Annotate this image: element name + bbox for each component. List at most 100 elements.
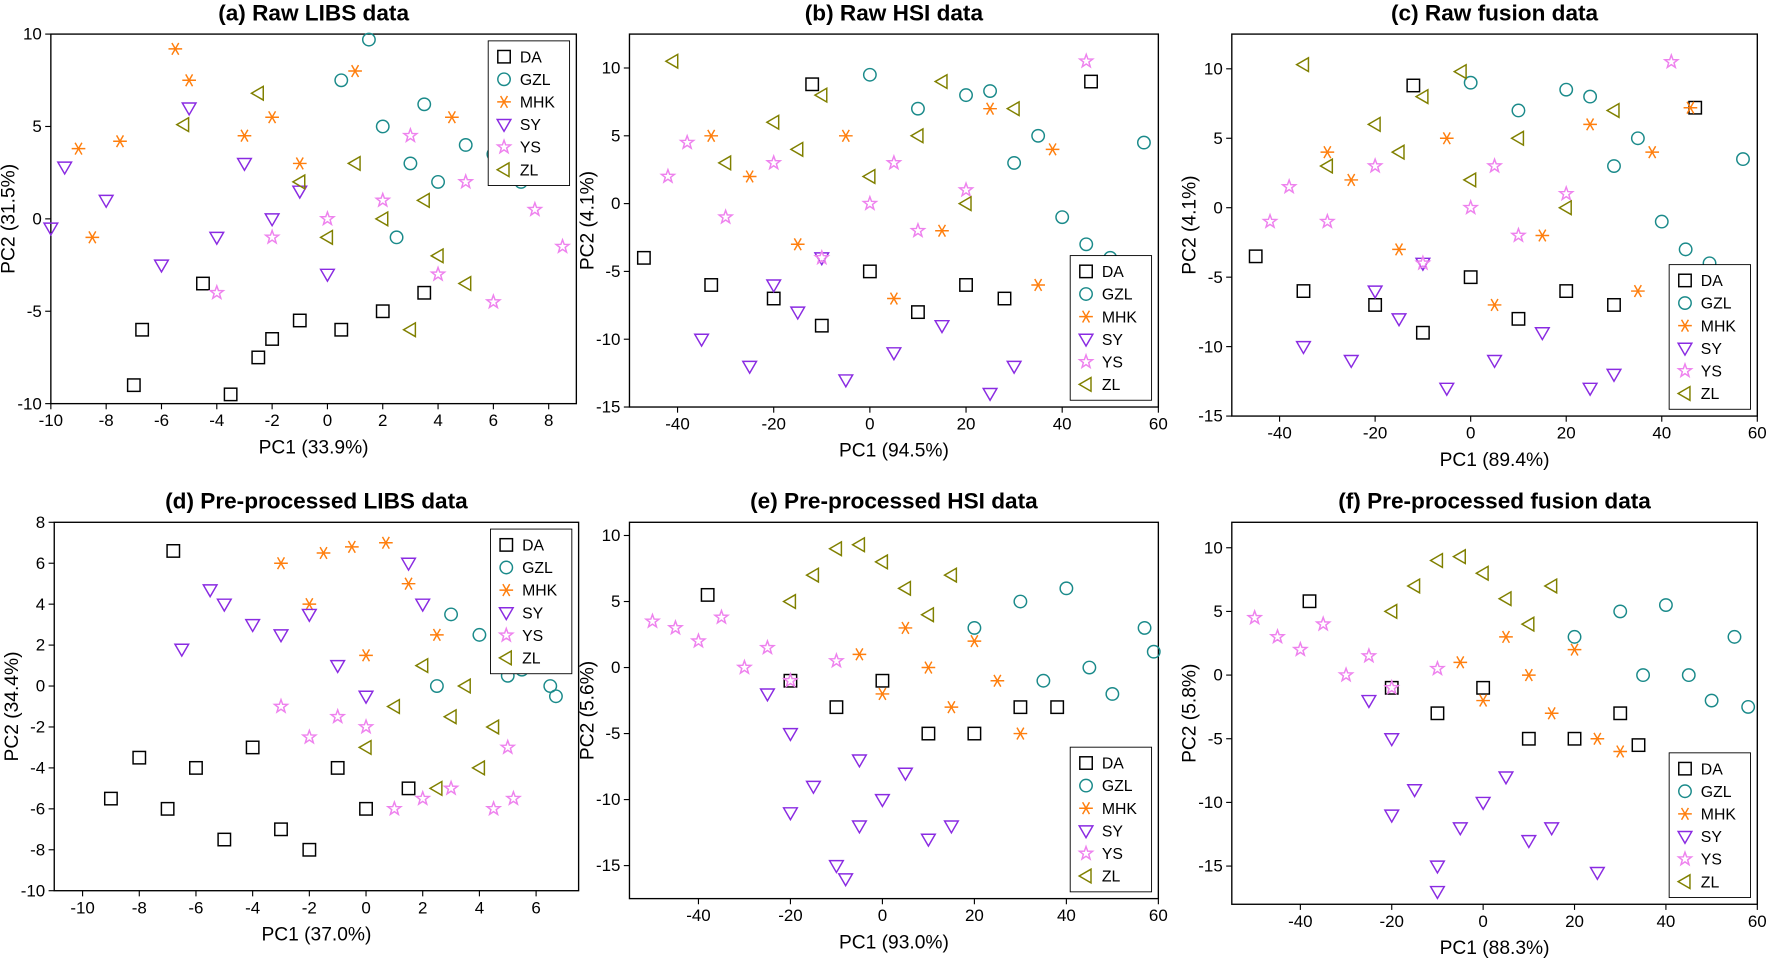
legend-box [487, 40, 571, 186]
point [401, 126, 419, 144]
point [1319, 157, 1334, 175]
point [301, 608, 318, 623]
x-tick-label: 20 [1565, 912, 1584, 931]
point [429, 265, 447, 282]
point [861, 194, 879, 211]
legend-box [1668, 264, 1751, 410]
point [1077, 52, 1095, 69]
point [1318, 212, 1336, 229]
legend-marker [1077, 352, 1095, 370]
point [244, 618, 261, 633]
point [1360, 646, 1378, 664]
legend-marker [499, 560, 514, 575]
point [765, 114, 780, 131]
point [472, 627, 487, 642]
point [389, 230, 404, 245]
point [56, 161, 73, 176]
point [717, 154, 732, 172]
point [1590, 732, 1605, 746]
legend-marker [1079, 264, 1093, 279]
legend-marker [1077, 825, 1095, 840]
point [959, 278, 973, 292]
legend-label: YS [1102, 354, 1123, 371]
point [265, 332, 280, 346]
point [132, 750, 147, 765]
point [829, 700, 844, 715]
point [1268, 627, 1287, 645]
point [1497, 771, 1515, 786]
point [485, 718, 500, 736]
point [717, 208, 735, 225]
point [666, 618, 685, 636]
point [805, 566, 820, 584]
x-tick-label: -20 [778, 906, 802, 925]
x-tick-label: 40 [1057, 906, 1076, 925]
point [1406, 78, 1421, 93]
x-tick-label: -2 [265, 411, 280, 430]
point [758, 638, 777, 656]
legend-marker [497, 95, 511, 109]
x-tick-label: 40 [1656, 912, 1675, 931]
x-axis-label: PC1 (88.3%) [1440, 938, 1550, 959]
point [484, 292, 502, 310]
point [330, 760, 345, 775]
legend-label: ZL [520, 162, 539, 179]
point [997, 291, 1012, 306]
point [1678, 242, 1693, 257]
legend-label: ZL [1701, 874, 1720, 891]
point [875, 687, 890, 701]
point [1463, 270, 1478, 285]
point [967, 726, 982, 741]
point [189, 760, 203, 775]
point [375, 119, 390, 134]
point [1727, 629, 1742, 644]
point [1559, 284, 1574, 299]
legend-label: DA [520, 49, 542, 66]
point [921, 726, 936, 741]
point [1261, 212, 1279, 229]
point [1476, 694, 1490, 707]
point [1613, 604, 1628, 619]
point [403, 156, 418, 171]
point [1366, 157, 1384, 174]
point [357, 690, 375, 705]
x-tick-label: 6 [489, 411, 498, 430]
points [1248, 52, 1750, 397]
legend-marker [1678, 761, 1692, 776]
legend-marker [1678, 296, 1692, 311]
point [1415, 325, 1430, 340]
point [1383, 733, 1400, 748]
legend-label: GZL [1701, 296, 1732, 313]
point [1013, 727, 1028, 740]
x-tick-label: 20 [957, 415, 976, 434]
point [1487, 298, 1502, 312]
point [1658, 598, 1673, 613]
y-axis-label: PC2 (5.6%) [577, 661, 598, 760]
point [1314, 615, 1332, 632]
panel-title: (e) Pre-processed HSI data [750, 489, 1038, 514]
legend-marker [1678, 807, 1692, 821]
point [274, 556, 288, 570]
legend: DA GZL MHK SY YS ZL [487, 40, 571, 186]
legend-label: MHK [1701, 807, 1737, 824]
y-tick-label: 5 [611, 126, 620, 145]
x-tick-label: -10 [70, 898, 94, 917]
y-tick-label: -15 [1198, 407, 1222, 426]
y-tick-label: -4 [30, 759, 45, 778]
point [402, 321, 417, 338]
point [805, 77, 820, 92]
plot-frame [53, 521, 580, 892]
point [943, 820, 960, 835]
legend-box [1069, 255, 1153, 401]
legend-label: MHK [522, 583, 558, 600]
point [1520, 834, 1537, 849]
point [789, 306, 806, 321]
y-tick-label: -10 [1198, 793, 1222, 812]
point [345, 540, 359, 554]
point [1453, 656, 1468, 669]
point [359, 801, 373, 816]
point [1452, 822, 1469, 837]
legend-marker [1077, 376, 1092, 393]
point [1509, 226, 1528, 243]
